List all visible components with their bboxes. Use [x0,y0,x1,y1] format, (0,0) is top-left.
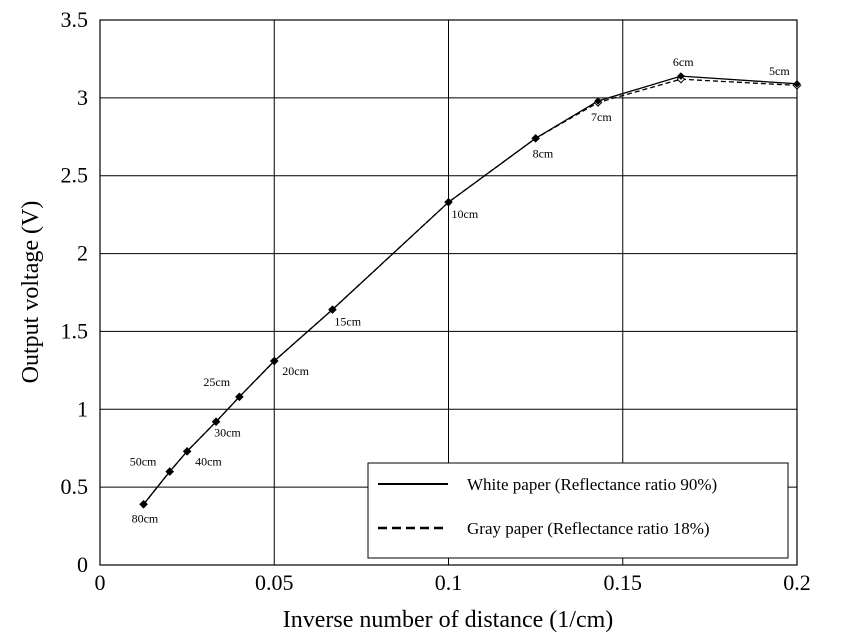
point-label: 25cm [203,375,230,389]
y-tick-label: 3 [77,85,88,110]
white-paper-point [594,97,602,105]
white-paper-point [139,500,148,509]
point-label: 20cm [282,364,309,378]
x-tick-label: 0.05 [255,570,294,595]
white-paper-point [165,467,174,476]
point-label: 6cm [673,55,694,69]
white-paper-point [793,80,801,88]
y-tick-label: 0 [77,552,88,577]
series-line-gray-paper [143,78,798,505]
point-label: 40cm [195,454,222,468]
white-paper-point [270,357,279,365]
white-paper-point [183,447,191,456]
white-paper-point [212,417,220,426]
point-label: 7cm [591,110,612,124]
series-layer [139,72,802,509]
y-tick-label: 1.5 [61,318,89,343]
point-label: 5cm [769,64,790,78]
white-paper-point [531,134,540,143]
y-tick-label: 3.5 [61,7,89,32]
point-label: 8cm [533,146,554,160]
y-tick-label: 2.5 [61,163,89,188]
legend-label-gray: Gray paper (Reflectance ratio 18%) [467,519,710,538]
white-paper-point [235,393,244,401]
white-paper-point [677,72,685,80]
x-axis-label: Inverse number of distance (1/cm) [283,607,614,633]
legend-label-white: White paper (Reflectance ratio 90%) [467,475,717,494]
point-labels: 80cm 50cm 40cm 30cm 25cm 20cm 15cm 10cm 8cm 7cm 6c… [130,55,791,525]
y-tick-labels: 0 0.5 1 1.5 2 2.5 3 3.5 [61,7,89,577]
x-tick-label: 0.2 [783,570,811,595]
white-paper-point [328,305,337,314]
white-paper-point [444,198,453,206]
series-line-white-paper [143,75,798,505]
point-label: 15cm [334,315,361,329]
point-label: 50cm [130,455,157,469]
x-tick-labels: 0 0.05 0.1 0.15 0.2 [95,570,811,595]
y-tick-label: 1 [77,396,88,421]
point-label: 10cm [452,207,479,221]
x-tick-label: 0.15 [604,570,643,595]
point-label: 80cm [132,511,159,525]
plot-frame [99,19,798,566]
x-tick-label: 0.1 [435,570,463,595]
x-tick-label: 0 [95,570,106,595]
y-tick-label: 2 [77,241,88,266]
y-axis-label: Output voltage (V) [18,201,44,384]
legend: White paper (Reflectance ratio 90%) Gray… [367,462,789,559]
y-tick-label: 0.5 [61,474,89,499]
point-label: 30cm [214,426,241,440]
legend-box [367,462,789,559]
